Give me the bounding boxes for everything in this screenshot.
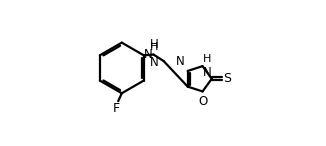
Text: N: N <box>203 66 212 79</box>
Text: S: S <box>224 72 231 85</box>
Text: H: H <box>150 42 158 52</box>
Text: H: H <box>203 54 212 64</box>
Text: N: N <box>150 56 159 69</box>
Text: H: H <box>150 38 159 51</box>
Text: F: F <box>113 102 120 115</box>
Text: N: N <box>144 48 153 61</box>
Text: N: N <box>176 55 185 68</box>
Text: O: O <box>198 95 207 108</box>
